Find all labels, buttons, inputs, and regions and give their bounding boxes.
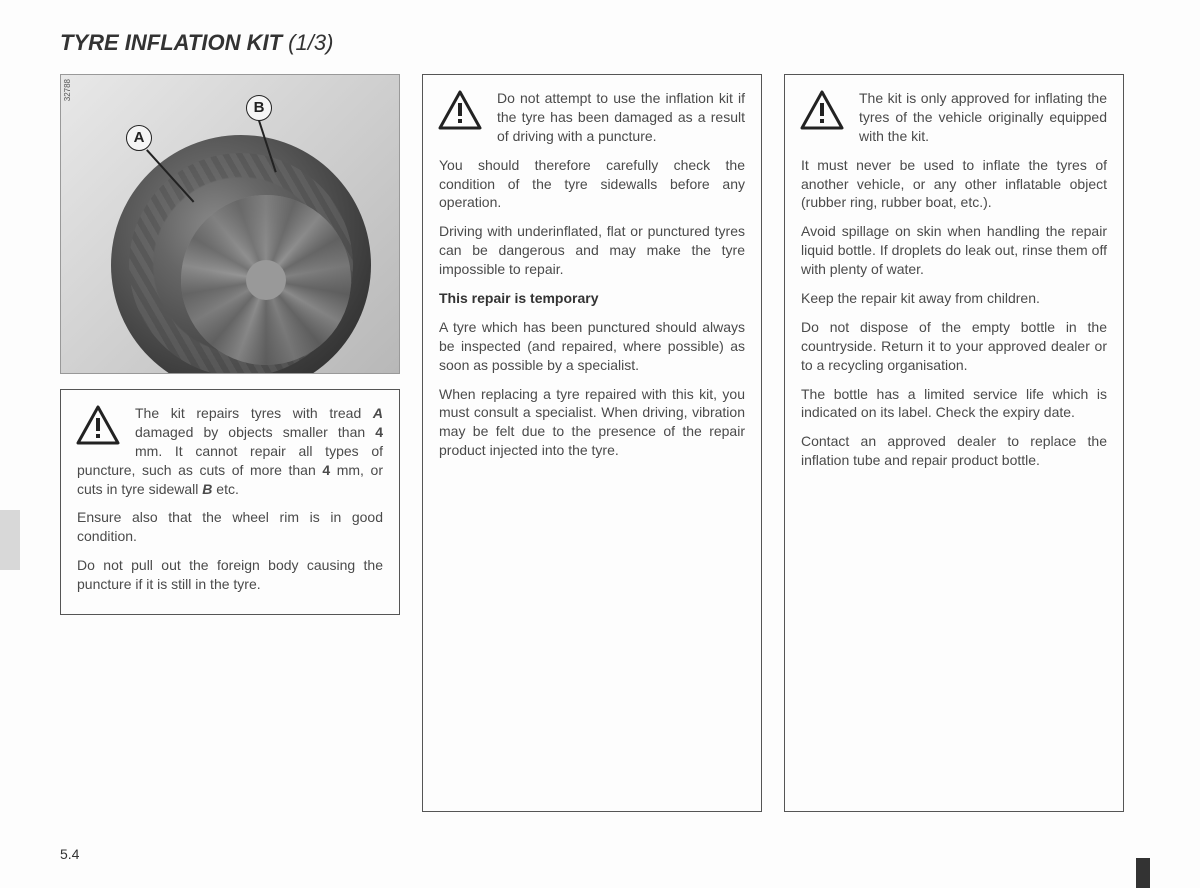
- manual-page: TYRE INFLATION KIT (1/3) 32788 A B: [0, 0, 1200, 888]
- warning-icon: [76, 405, 120, 445]
- page-title: TYRE INFLATION KIT (1/3): [60, 30, 1150, 56]
- t: The kit repairs tyres with tread: [135, 405, 373, 421]
- column-1: 32788 A B The kit repairs tyres with tre…: [60, 74, 400, 812]
- col1-p2: Ensure also that the wheel rim is in goo…: [77, 508, 383, 546]
- col3-p1: The kit is only approved for inflating t…: [801, 89, 1107, 146]
- col3-p5: Do not dispose of the empty bottle in th…: [801, 318, 1107, 375]
- col2-h4: This repair is temporary: [439, 289, 745, 308]
- tyre-figure: 32788 A B: [60, 74, 400, 374]
- t: damaged by objects smaller than: [135, 424, 375, 440]
- figure-id: 32788: [63, 79, 72, 101]
- val-4: 4: [375, 424, 383, 440]
- col1-p3: Do not pull out the foreign body causing…: [77, 556, 383, 594]
- warning-box-2: Do not attempt to use the inflation kit …: [422, 74, 762, 812]
- col2-p2: You should therefore carefully check the…: [439, 156, 745, 213]
- warning-box-1-wrap: The kit repairs tyres with tread A damag…: [60, 389, 400, 615]
- col3-p4: Keep the repair kit away from children.: [801, 289, 1107, 308]
- col3-p7: Contact an approved dealer to replace th…: [801, 432, 1107, 470]
- ref-b: B: [202, 481, 212, 497]
- title-part: (1/3): [288, 30, 333, 55]
- col3-p3: Avoid spillage on skin when handling the…: [801, 222, 1107, 279]
- warning-icon: [438, 90, 482, 130]
- col2-p6: When replacing a tyre repaired with this…: [439, 385, 745, 461]
- column-3: The kit is only approved for inflating t…: [784, 74, 1124, 812]
- col3-p6: The bottle has a limited service life wh…: [801, 385, 1107, 423]
- wheel-hub: [246, 260, 286, 300]
- page-number: 5.4: [60, 846, 79, 862]
- corner-mark: [1136, 858, 1150, 888]
- col1-p1: The kit repairs tyres with tread A damag…: [77, 404, 383, 498]
- content-columns: 32788 A B The kit repairs tyres with tre…: [60, 74, 1150, 812]
- val-4b: 4: [322, 462, 330, 478]
- warning-box-3: The kit is only approved for inflating t…: [784, 74, 1124, 812]
- warning-box-2-wrap: Do not attempt to use the inflation kit …: [422, 74, 762, 812]
- callout-b: B: [246, 95, 272, 121]
- title-main: TYRE INFLATION KIT: [60, 30, 282, 55]
- column-2: Do not attempt to use the inflation kit …: [422, 74, 762, 812]
- t: etc.: [212, 481, 238, 497]
- ref-a: A: [373, 405, 383, 421]
- warning-icon: [800, 90, 844, 130]
- col2-p5: A tyre which has been punctured should a…: [439, 318, 745, 375]
- col2-p3: Driving with underinflated, flat or punc…: [439, 222, 745, 279]
- warning-box-3-wrap: The kit is only approved for inflating t…: [784, 74, 1124, 812]
- col2-p1: Do not attempt to use the inflation kit …: [439, 89, 745, 146]
- col3-p2: It must never be used to inflate the tyr…: [801, 156, 1107, 213]
- callout-a: A: [126, 125, 152, 151]
